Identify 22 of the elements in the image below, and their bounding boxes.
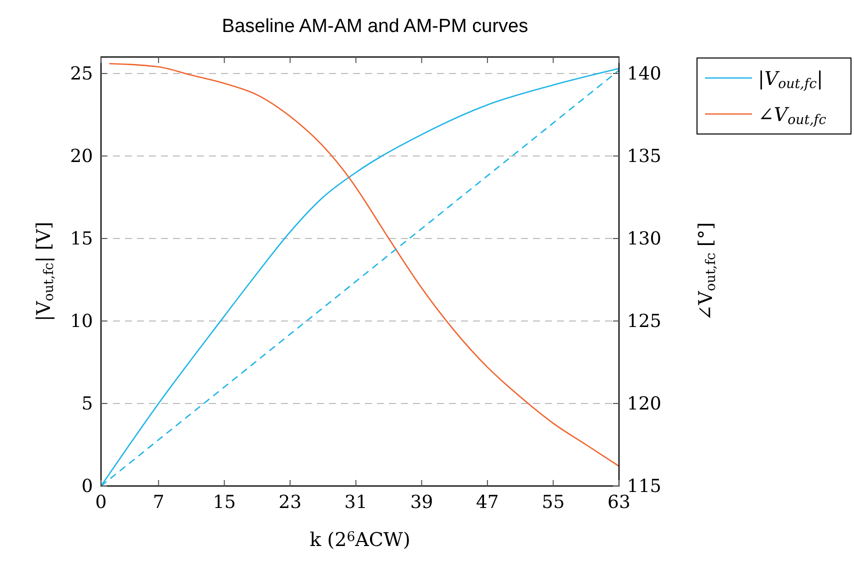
x-tick-label: 47 [476,492,499,513]
y-tick-label: 0 [82,476,93,497]
y-tick-label: 15 [70,228,93,250]
y2-tick-label: 140 [627,64,662,84]
y-tick-label: 10 [70,311,93,332]
y2-tick-label: 125 [627,311,662,332]
x-tick-label: 0 [95,492,107,513]
x-tick-label: 55 [542,492,565,513]
y-tick-label: 5 [82,394,93,414]
x-tick-label: 15 [212,492,236,513]
x-axis-title: k (2$^{6}$ACW) [310,529,410,551]
x-tick-label: 31 [344,492,368,513]
x-tick-label: 39 [410,492,434,513]
chart-title: Baseline AM-AM and AM-PM curves [222,16,528,37]
x-tick-label: 7 [152,492,164,513]
y2-tick-label: 130 [627,228,662,250]
x-tick-label: 23 [278,492,302,513]
y-tick-label: 25 [70,64,93,84]
legend-label: |V$_{out,f}$$_{c}$| [758,68,824,92]
y2-tick-label: 120 [627,394,662,414]
y-tick-label: 20 [70,146,93,167]
y2-tick-label: 135 [627,146,662,167]
